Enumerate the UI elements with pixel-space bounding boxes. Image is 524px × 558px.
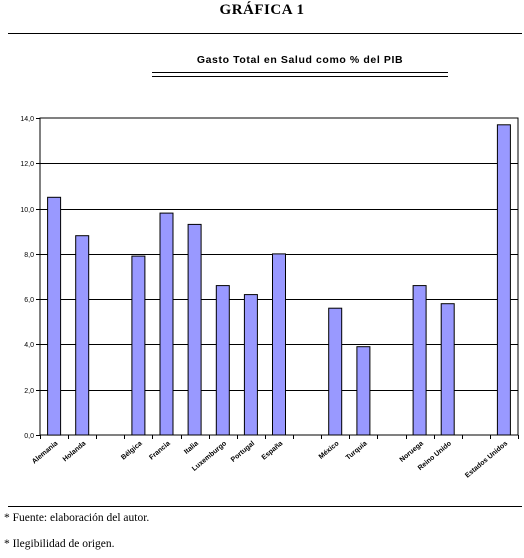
source-note: * Fuente: elaboración del autor. (4, 512, 150, 524)
tick-labels: 0,0 2,0 4,0 6,0 8,0 10,0 12,0 14,0 Alemania Holan… (20, 116, 509, 480)
bottom-divider (8, 506, 522, 507)
x-tick-label: Estados Unidos (464, 440, 509, 479)
chart-title-underline (152, 72, 448, 77)
y-tick-label: 6,0 (24, 297, 34, 304)
bar (272, 253, 286, 436)
page-title: GRÁFICA 1 (219, 2, 305, 18)
x-tick-label: Alemania (31, 440, 59, 465)
x-tick-label: Portugal (230, 440, 256, 464)
x-tick-label: España (261, 440, 285, 461)
y-tick-label: 10,0 (20, 207, 34, 214)
bar (47, 196, 62, 436)
x-tick-label: Noruega (399, 440, 425, 464)
legibility-note: * Ilegibilidad de origen. (4, 538, 115, 550)
x-tick-label: Bélgica (120, 440, 144, 461)
bar (496, 124, 511, 436)
bar (75, 235, 90, 436)
y-tick-label: 12,0 (20, 161, 34, 168)
bar (131, 255, 146, 436)
y-tick-label: 2,0 (24, 388, 34, 395)
bar (328, 307, 343, 436)
y-tick-label: 4,0 (24, 342, 34, 349)
gridlines (40, 163, 518, 391)
bars (47, 124, 511, 436)
bar-chart: 0,0 2,0 4,0 6,0 8,0 10,0 12,0 14,0 Alemania Holan… (20, 116, 519, 480)
y-tick-label: 8,0 (24, 252, 34, 259)
bar (187, 223, 202, 436)
y-tick-label: 14,0 (20, 116, 34, 123)
y-tick-label: 0,0 (24, 433, 34, 440)
bar (215, 285, 230, 436)
top-divider (8, 33, 522, 34)
x-tick-label: Italia (183, 440, 200, 456)
x-tick-label: México (318, 440, 341, 461)
x-tick-label: Turquía (345, 440, 369, 462)
bar (243, 294, 258, 436)
bar (440, 303, 455, 436)
bar (159, 212, 174, 436)
chart-title: Gasto Total en Salud como % del PIB (196, 54, 404, 66)
bar (412, 285, 427, 436)
bar (356, 346, 371, 436)
x-tick-label: Holanda (62, 440, 88, 463)
x-tick-label: Francia (148, 440, 172, 461)
